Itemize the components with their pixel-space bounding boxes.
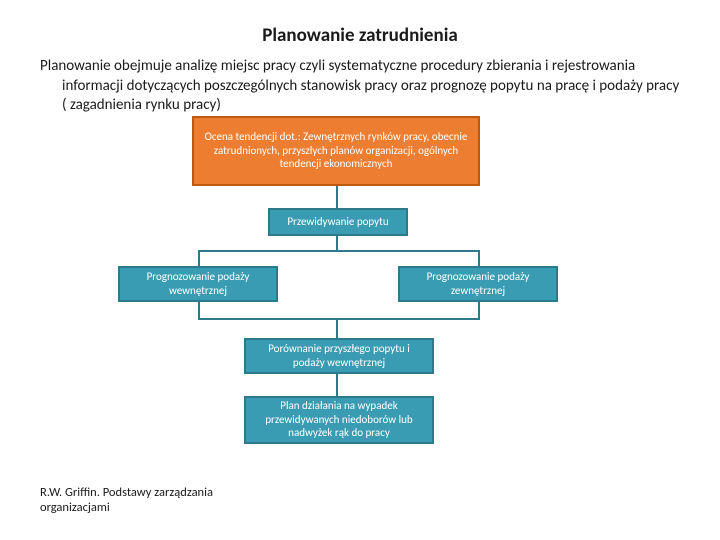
flowchart-node-n6: Plan działania na wypadek przewidywanych…: [244, 396, 434, 444]
connector: [336, 186, 338, 208]
page-title: Planowanie zatrudnienia: [0, 0, 720, 47]
flowchart-node-n4: Prognozowanie podaży zewnętrznej: [398, 266, 558, 302]
flowchart-node-n2: Przewidywanie popytu: [268, 208, 408, 236]
connector: [478, 250, 480, 266]
connector: [198, 250, 200, 266]
connector: [198, 250, 478, 252]
connector: [336, 318, 338, 338]
flowchart: Ocena tendencji dot.: Zewnętrznych rynkó…: [0, 116, 720, 496]
connector: [198, 318, 480, 320]
flowchart-node-n1: Ocena tendencji dot.: Zewnętrznych rynkó…: [192, 116, 480, 186]
body-paragraph: Planowanie obejmuje analizę miejsc pracy…: [22, 47, 720, 116]
citation-footer: R.W. Griffin. Podstawy zarządzania organ…: [40, 485, 240, 516]
connector: [336, 374, 338, 396]
flowchart-node-n3: Prognozowanie podaży wewnętrznej: [118, 266, 278, 302]
connector: [336, 236, 338, 250]
connector: [478, 302, 480, 318]
flowchart-node-n5: Porównanie przyszłego popytu i podaży we…: [244, 338, 434, 374]
connector: [198, 302, 200, 318]
